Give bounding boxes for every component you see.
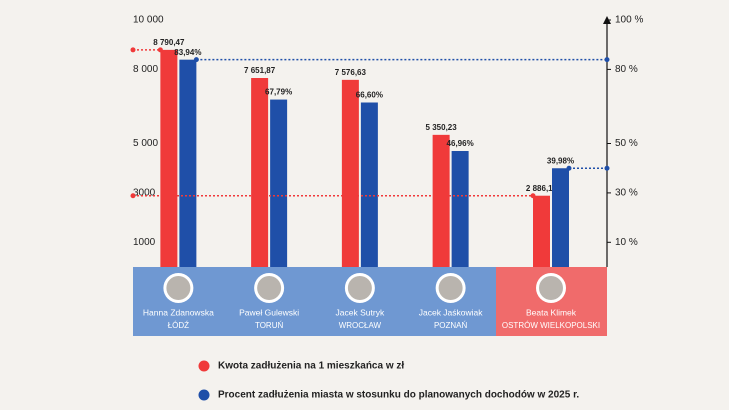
person-name: Hanna Zdanowska — [143, 307, 214, 317]
bar — [160, 49, 178, 267]
bar — [270, 99, 288, 267]
value-label: 2 886,19 — [526, 184, 558, 193]
y-tick-label: 8 000 — [133, 64, 158, 75]
y-tick-label: 1000 — [133, 237, 156, 248]
bar — [451, 151, 469, 267]
legend-label: Kwota zadłużenia na 1 mieszkańca w zł — [218, 361, 404, 372]
y2-tick-label: 10 % — [615, 237, 638, 248]
value-label: 39,98% — [547, 156, 574, 165]
city-name: ŁÓDŹ — [168, 321, 189, 330]
bar — [251, 77, 269, 267]
y2-tick-label: 100 % — [615, 15, 643, 26]
avatar-photo — [257, 276, 282, 300]
value-label: 67,79% — [265, 88, 292, 97]
person-name: Beata Klimek — [526, 307, 577, 317]
value-label: 5 350,23 — [426, 123, 458, 132]
city-name: OSTRÓW WIELKOPOLSKI — [502, 321, 600, 330]
value-label: 7 576,63 — [335, 68, 367, 77]
bar — [552, 168, 569, 267]
ref-dot — [130, 193, 136, 199]
value-label: 83,94% — [174, 48, 201, 57]
ref-dot — [193, 57, 199, 63]
person-name: Jacek Sutryk — [336, 307, 385, 317]
value-label: 46,96% — [447, 139, 474, 148]
y-tick-label: 10 000 — [133, 15, 164, 26]
value-label: 8 790,47 — [153, 38, 185, 47]
bar — [179, 59, 197, 268]
avatar-photo — [539, 276, 563, 300]
y2-tick-label: 30 % — [615, 188, 638, 199]
person-name: Jacek Jaśkowiak — [419, 307, 484, 317]
ref-dot — [530, 193, 536, 199]
bar — [360, 102, 378, 267]
legend-label: Procent zadłużenia miasta w stosunku do … — [218, 390, 579, 401]
ref-dot — [157, 47, 163, 53]
city-name: WROCŁAW — [339, 321, 382, 330]
ref-dot — [130, 47, 136, 53]
ref-dot — [566, 165, 572, 171]
city-name: TORUŃ — [255, 321, 284, 330]
ref-dot — [604, 165, 610, 171]
value-label: 66,60% — [356, 91, 383, 100]
value-label: 7 651,87 — [244, 66, 276, 75]
y-tick-label: 3000 — [133, 188, 156, 199]
bar — [341, 79, 359, 267]
y2-tick-label: 50 % — [615, 138, 638, 149]
y-tick-label: 5 000 — [133, 138, 158, 149]
panel-blue — [133, 267, 496, 336]
person-name: Paweł Gulewski — [239, 307, 299, 317]
legend-marker — [198, 360, 210, 372]
y2-tick-label: 80 % — [615, 64, 638, 75]
ref-dot — [604, 57, 610, 63]
legend-marker — [198, 389, 210, 401]
city-name: POZNAŃ — [434, 321, 468, 330]
avatar-photo — [347, 276, 372, 300]
avatar-photo — [166, 276, 191, 300]
bar — [432, 134, 450, 267]
avatar-photo — [438, 276, 463, 300]
bar — [533, 195, 550, 267]
